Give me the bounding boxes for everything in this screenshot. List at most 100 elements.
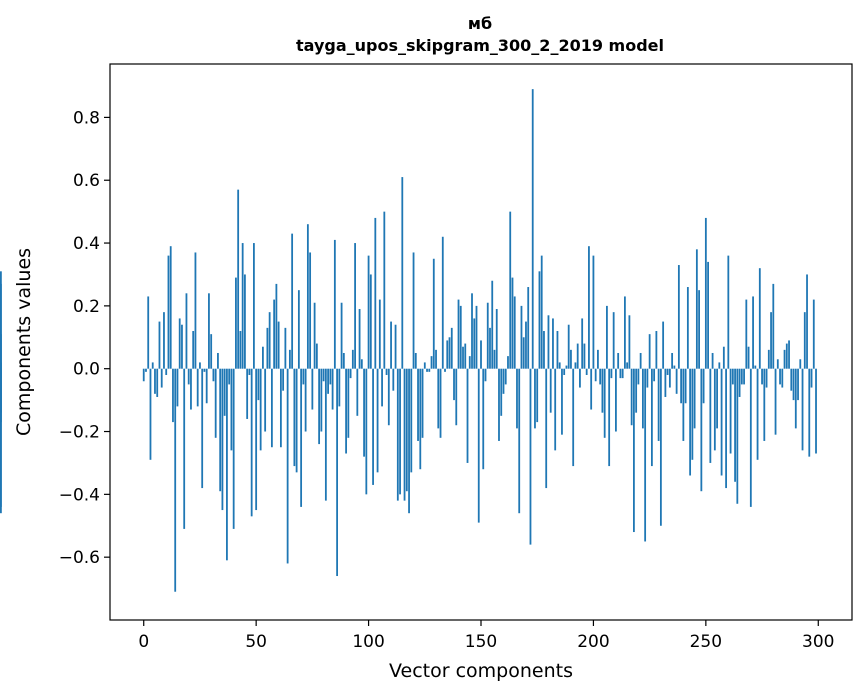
bar	[183, 368, 186, 529]
bar	[801, 368, 804, 451]
bar	[239, 331, 242, 369]
bar	[235, 277, 237, 369]
bar	[615, 368, 617, 432]
bar	[158, 321, 161, 369]
chart-subtitle: tayga_upos_skipgram_300_2_2019 model	[296, 36, 664, 55]
x-tick-label: 200	[577, 632, 609, 652]
bar	[610, 368, 613, 379]
bar	[219, 368, 222, 492]
bar	[430, 356, 433, 369]
y-tick-label: −0.2	[59, 423, 100, 443]
bar	[142, 368, 145, 382]
bar	[743, 368, 745, 385]
bar	[489, 327, 491, 369]
bar	[266, 327, 269, 369]
bar	[160, 368, 163, 388]
bar	[208, 293, 210, 369]
bar	[513, 296, 516, 369]
bar	[468, 356, 471, 369]
bar	[345, 368, 347, 454]
bar	[612, 312, 615, 369]
bar	[518, 368, 521, 514]
bar	[187, 368, 190, 385]
bar	[722, 346, 725, 369]
bar	[655, 331, 658, 369]
bar	[401, 177, 404, 369]
bar	[547, 315, 550, 369]
bar	[176, 368, 179, 407]
bar	[617, 352, 620, 369]
bar	[538, 271, 541, 369]
bar	[576, 343, 579, 369]
bar	[181, 324, 183, 369]
bar	[583, 343, 586, 369]
y-tick-label: −0.6	[59, 548, 100, 568]
bar	[237, 189, 240, 369]
bar	[320, 368, 323, 432]
bar	[484, 368, 487, 382]
bar	[738, 368, 741, 397]
bar	[493, 349, 496, 369]
bar	[695, 249, 698, 369]
bar	[727, 255, 730, 369]
bar	[410, 368, 413, 473]
bar	[707, 261, 709, 369]
bar	[590, 368, 593, 410]
bar	[563, 368, 566, 375]
bar	[392, 368, 395, 391]
bar	[199, 362, 201, 369]
bar	[421, 368, 424, 438]
bar	[799, 359, 802, 369]
bar	[525, 321, 527, 369]
bar	[466, 368, 469, 463]
bar	[363, 368, 365, 457]
bar	[754, 365, 757, 369]
bar	[574, 362, 577, 369]
bar	[268, 312, 271, 369]
bar	[633, 368, 635, 533]
y-tick-label: 0.8	[73, 108, 100, 128]
bar	[450, 327, 453, 369]
x-axis-label: Vector components	[389, 660, 573, 682]
bar	[806, 274, 808, 369]
bar	[340, 302, 343, 369]
bar	[624, 296, 626, 369]
bar	[230, 368, 233, 451]
bar	[365, 368, 368, 495]
bar	[257, 368, 260, 401]
bar	[725, 368, 727, 489]
bar	[601, 368, 604, 413]
bar	[549, 368, 552, 413]
bar	[752, 296, 754, 369]
bar	[246, 368, 249, 419]
bar	[241, 243, 244, 369]
bar	[432, 258, 435, 369]
bar	[716, 368, 718, 429]
bar	[565, 365, 568, 369]
bar	[486, 302, 489, 369]
bar	[457, 299, 460, 369]
bar	[767, 349, 770, 369]
bar	[558, 362, 561, 369]
bar	[428, 368, 431, 372]
bar	[536, 368, 539, 423]
bar	[531, 89, 534, 369]
bar	[709, 368, 712, 463]
bar	[172, 368, 174, 423]
bar	[423, 362, 426, 369]
bar	[747, 346, 750, 369]
bar	[444, 368, 446, 372]
bar	[212, 368, 215, 382]
bar	[790, 368, 793, 391]
x-axis-ticks: 0 50 100 150 200 250 300	[138, 620, 834, 652]
bar	[529, 368, 532, 545]
bar	[226, 368, 228, 561]
y-axis-label: Components values	[13, 248, 35, 436]
bar	[619, 368, 622, 379]
bar	[163, 312, 165, 369]
bar	[419, 368, 422, 470]
bar	[165, 368, 168, 375]
bar	[459, 305, 462, 369]
bar	[282, 368, 285, 391]
bar	[770, 312, 772, 369]
